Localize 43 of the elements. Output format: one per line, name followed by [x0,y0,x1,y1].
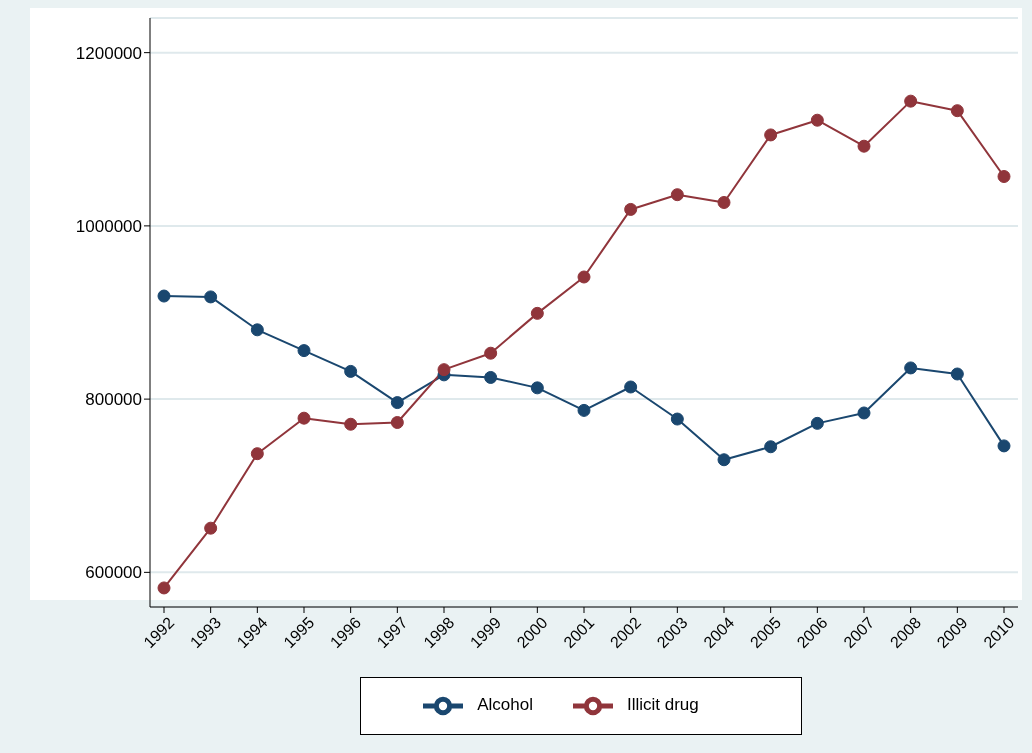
y-tick-label: 1200000 [75,43,142,63]
point [157,289,171,303]
point [997,170,1011,184]
point [717,453,731,467]
point [950,104,964,118]
point [624,380,638,394]
point [717,196,731,209]
point [297,344,311,358]
point [344,417,358,431]
point [764,440,778,454]
point [577,403,591,417]
point [344,364,358,378]
point [904,361,918,375]
point [904,94,918,108]
point [670,412,684,426]
point [764,128,778,142]
y-tick-label: 1000000 [75,216,142,236]
point [250,447,264,461]
point [157,581,171,595]
point [484,370,498,384]
point [204,521,218,535]
point [530,306,544,320]
legend-label: Alcohol [477,695,533,715]
point [810,113,824,127]
point [390,396,404,410]
point [204,290,218,304]
point [950,367,964,381]
point [857,406,871,420]
legend-label: Illicit drug [626,695,699,715]
point [997,439,1011,453]
point [437,363,451,377]
point [530,381,544,395]
point [810,416,824,430]
y-tick-label: 800000 [85,390,142,410]
y-tick-label: 600000 [85,563,142,583]
point [390,416,404,429]
point [670,188,684,202]
point [297,411,311,425]
point [624,202,638,216]
point [577,270,591,284]
point [484,346,498,360]
point [857,139,871,153]
point [250,323,264,337]
